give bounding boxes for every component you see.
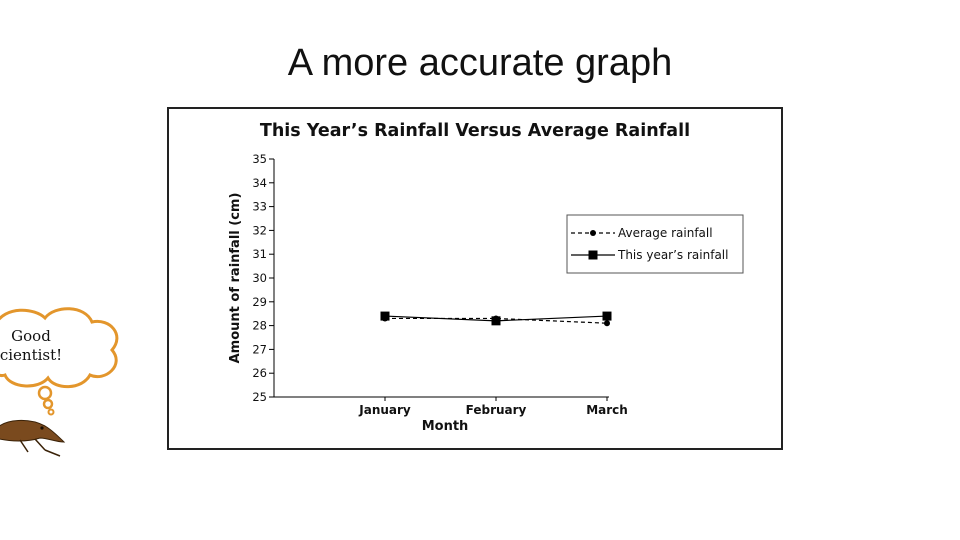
thought-dot-large <box>37 385 53 401</box>
thought-bubble-decoration <box>0 307 119 457</box>
y-tick-label: 35 <box>252 152 267 166</box>
series-line-average-rainfall <box>385 317 608 324</box>
thought-bubble-text: Good cientist! <box>0 327 68 365</box>
y-tick-label: 29 <box>252 295 267 309</box>
slide-title: A more accurate graph <box>287 42 673 84</box>
legend-marker-average-rainfall <box>590 230 596 236</box>
data-point-this-year-rainfall <box>491 316 501 326</box>
rainfall-line-chart: This Year’s Rainfall Versus Average Rain… <box>228 121 744 434</box>
y-tick-label: 33 <box>252 200 267 214</box>
chart-frame: This Year’s Rainfall Versus Average Rain… <box>167 107 783 450</box>
y-tick-label: 26 <box>252 366 267 380</box>
y-tick-label: 25 <box>252 390 267 404</box>
y-axis-label: Amount of rainfall (cm) <box>228 193 243 364</box>
creature-icon <box>0 420 66 457</box>
y-tick-label: 28 <box>252 319 267 333</box>
x-tick-label: January <box>358 403 411 417</box>
y-tick-label: 32 <box>252 223 267 237</box>
legend-label-average-rainfall: Average rainfall <box>618 226 713 240</box>
thought-dot-medium <box>42 398 54 410</box>
thought-bubble-cloud <box>0 307 119 389</box>
legend-marker-this-year-rainfall <box>588 250 598 260</box>
data-point-average-rainfall <box>604 320 610 327</box>
data-point-this-year-rainfall <box>380 311 390 321</box>
bubble-line-1: Good <box>11 327 51 345</box>
legend-label-this-year-rainfall: This year’s rainfall <box>617 248 728 262</box>
thought-dot-small <box>47 408 55 416</box>
y-tick-label: 27 <box>252 342 267 356</box>
legend-box <box>566 214 744 274</box>
x-axis-label: Month <box>422 419 469 434</box>
y-tick-label: 31 <box>252 247 267 261</box>
data-point-this-year-rainfall <box>602 311 612 321</box>
x-tick-label: February <box>466 403 527 417</box>
x-tick-label: March <box>586 403 628 417</box>
bubble-line-2: cientist! <box>0 346 63 364</box>
chart-title: This Year’s Rainfall Versus Average Rain… <box>260 121 690 141</box>
y-tick-label: 34 <box>252 176 267 190</box>
y-tick-label: 30 <box>252 271 267 285</box>
